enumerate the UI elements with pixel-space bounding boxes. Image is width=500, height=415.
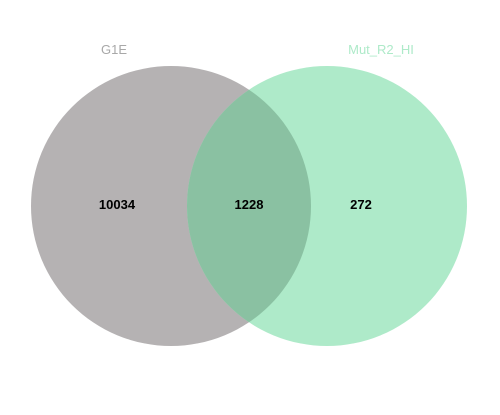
count-left-only: 10034: [99, 197, 136, 212]
set-label-g1e: G1E: [101, 42, 127, 57]
set-label-mut-r2-hi: Mut_R2_HI: [348, 42, 414, 57]
count-intersection: 1228: [235, 197, 264, 212]
count-right-only: 272: [350, 197, 372, 212]
intersection-region: [187, 66, 311, 346]
